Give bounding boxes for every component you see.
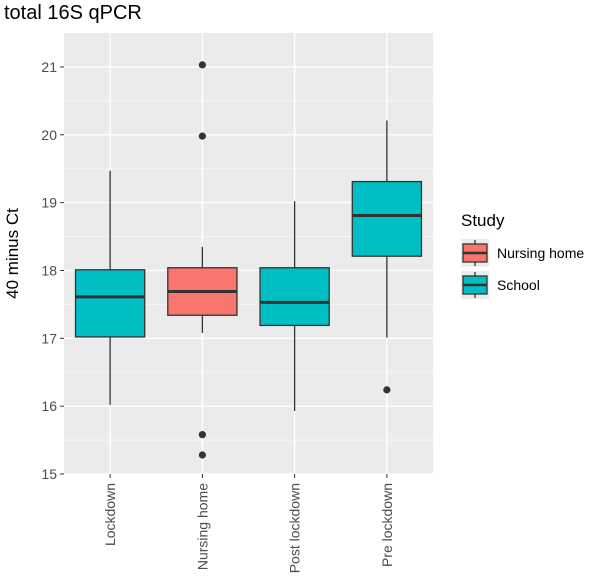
y-axis-title: 40 minus Ct	[3, 208, 22, 299]
legend: Study Nursing home School	[461, 211, 584, 299]
x-tick-label: Pre lockdown	[379, 483, 395, 567]
x-tick-label: Lockdown	[102, 483, 118, 546]
y-tick-label: 18	[41, 262, 57, 278]
outlier-point	[198, 451, 206, 459]
y-tick-label: 15	[41, 466, 57, 482]
box-lockdown	[74, 170, 146, 405]
x-axis-ticks: Lockdown Nursing home Post lockdown Pre loc…	[102, 474, 395, 573]
x-tick-label: Nursing home	[194, 483, 210, 570]
x-tick-label: Post lockdown	[287, 483, 303, 573]
box-iqr	[74, 269, 146, 338]
box-nursing-home	[167, 61, 238, 459]
boxes	[74, 61, 423, 459]
box-iqr	[351, 180, 423, 257]
chart-title: total 16S qPCR	[4, 2, 142, 24]
y-axis-ticks: 15 16 17 18 19 20 21	[41, 59, 64, 482]
outlier-point	[198, 61, 206, 69]
legend-label: School	[497, 277, 540, 293]
y-tick-label: 21	[41, 59, 57, 75]
y-tick-label: 17	[41, 330, 57, 346]
y-tick-label: 16	[41, 398, 57, 414]
legend-title: Study	[461, 211, 505, 230]
legend-label: Nursing home	[497, 245, 584, 261]
box-iqr	[259, 267, 330, 327]
y-tick-label: 20	[41, 127, 57, 143]
y-tick-label: 19	[41, 195, 57, 211]
outlier-point	[198, 431, 206, 439]
box-post-lockdown	[259, 201, 330, 411]
box-pre-lockdown	[351, 120, 423, 394]
outlier-point	[198, 132, 206, 140]
legend-item: School	[461, 271, 540, 299]
legend-item: Nursing home	[461, 239, 584, 267]
outlier-point	[383, 386, 391, 394]
